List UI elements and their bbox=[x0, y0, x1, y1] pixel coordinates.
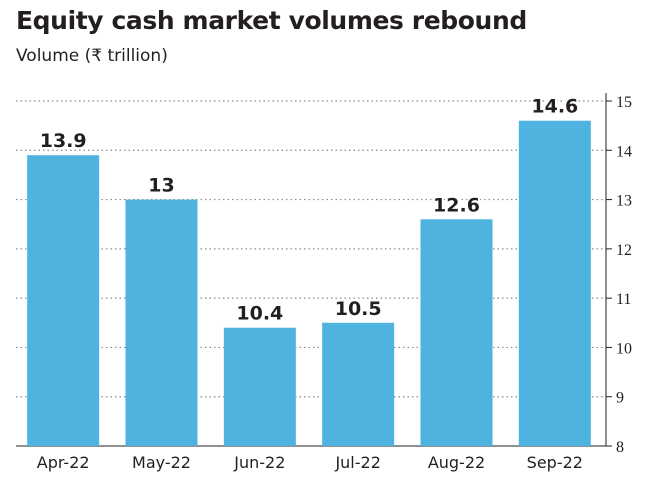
y-tick-label: 13 bbox=[616, 193, 632, 210]
value-labels: 13.9 13 10.4 10.5 12.6 14.6 bbox=[38, 94, 581, 327]
x-tick-label: Jun-22 bbox=[233, 453, 285, 472]
y-axis-label: Volume (₹ trillion) bbox=[16, 46, 168, 66]
bar-sep-22 bbox=[518, 120, 591, 446]
value-label: 10.5 bbox=[335, 298, 382, 320]
y-tick-label: 11 bbox=[616, 291, 631, 308]
bar-aug-22 bbox=[420, 219, 493, 446]
x-tick-label: Jul-22 bbox=[334, 453, 380, 472]
bar-apr-22 bbox=[27, 155, 100, 446]
y-tick-label: 12 bbox=[616, 242, 632, 259]
y-tick-label: 9 bbox=[616, 390, 624, 407]
x-tick-label: Apr-22 bbox=[37, 453, 90, 472]
y-tick-label: 15 bbox=[616, 94, 632, 111]
value-label: 13.9 bbox=[40, 130, 87, 152]
bars bbox=[27, 120, 591, 446]
x-tick-label: Aug-22 bbox=[428, 453, 485, 472]
value-label: 12.6 bbox=[433, 194, 480, 216]
value-label: 13 bbox=[148, 175, 174, 197]
gridlines bbox=[16, 100, 606, 447]
bar-may-22 bbox=[125, 199, 198, 446]
value-label: 10.4 bbox=[236, 303, 283, 325]
bar-jul-22 bbox=[322, 322, 395, 446]
x-tick-label: Sep-22 bbox=[527, 453, 583, 472]
value-label: 14.6 bbox=[531, 96, 578, 118]
bar-jun-22 bbox=[223, 327, 296, 446]
y-tick-label: 10 bbox=[616, 340, 632, 357]
y-tick-label: 8 bbox=[616, 439, 624, 456]
x-tick-label: May-22 bbox=[132, 453, 191, 472]
x-axis: Apr-22 May-22 Jun-22 Jul-22 Aug-22 Sep-22 bbox=[37, 453, 583, 472]
y-tick-label: 14 bbox=[616, 143, 632, 160]
chart-title: Equity cash market volumes rebound bbox=[16, 6, 527, 35]
y-axis: 8 9 10 11 12 13 14 15 bbox=[605, 93, 632, 456]
